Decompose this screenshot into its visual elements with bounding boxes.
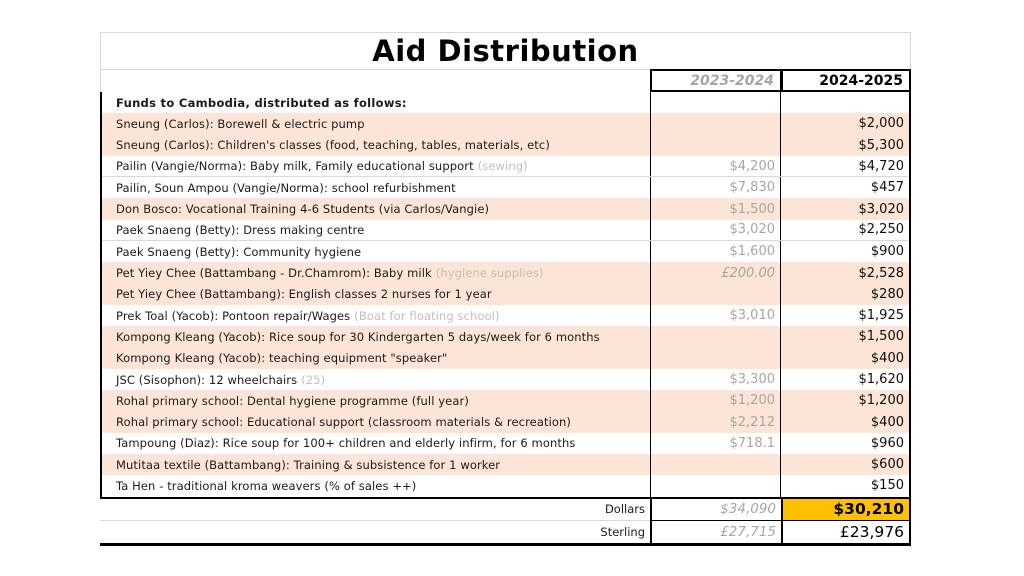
table-row: Funds to Cambodia, distributed as follow…	[102, 92, 909, 114]
value-2023-2024	[650, 92, 780, 114]
table-row: Kompong Kleang (Yacob): Rice soup for 30…	[102, 326, 909, 348]
value-2024-2025: $280	[780, 283, 909, 305]
row-description: Sneung (Carlos): Borewell & electric pum…	[116, 116, 365, 131]
table-row: Pailin, Soun Ampou (Vangie/Norma): schoo…	[102, 177, 909, 199]
value-2024-2025: $400	[780, 347, 909, 369]
totals-label-sterling: Sterling	[600, 524, 645, 539]
row-description: Kompong Kleang (Yacob): Rice soup for 30…	[116, 329, 600, 344]
value-2024-2025: $960	[780, 432, 909, 455]
totals-label-dollars: Dollars	[100, 499, 650, 521]
value-2024-2025: $3,020	[780, 198, 909, 220]
value-2023-2024	[650, 326, 780, 348]
value-2023-2024: $7,830	[650, 177, 780, 199]
row-description: Ta Hen - traditional kroma weavers (% of…	[116, 478, 417, 493]
value-2023-2024	[650, 113, 780, 135]
value-2024-2025: $150	[780, 475, 909, 497]
table-row: Ta Hen - traditional kroma weavers (% of…	[102, 475, 909, 497]
row-description: Pet Yiey Chee (Battambang): English clas…	[116, 287, 492, 302]
value-2024-2025: $1,200	[780, 390, 909, 412]
value-2024-2025: $600	[780, 454, 909, 476]
table-row: Pet Yiey Chee (Battambang - Dr.Chamrom):…	[102, 262, 909, 284]
value-2023-2024: $1,500	[650, 198, 780, 220]
value-2023-2024: $718.1	[650, 432, 780, 455]
row-description: Prek Toal (Yacob): Pontoon repair/Wages(…	[116, 308, 500, 323]
value-2024-2025: $2,000	[780, 113, 909, 135]
value-2024-2025: $400	[780, 411, 909, 433]
table-row: Don Bosco: Vocational Training 4-6 Stude…	[102, 198, 909, 220]
value-2024-2025: $1,925	[780, 304, 909, 327]
row-description: Kompong Kleang (Yacob): teaching equipme…	[116, 351, 448, 366]
row-note: (sewing)	[477, 159, 528, 174]
table-row: Mutitaa textile (Battambang): Training &…	[102, 454, 909, 476]
table-row: Paek Snaeng (Betty): Community hygiene $1…	[102, 241, 909, 263]
value-2023-2024: $3,010	[650, 304, 780, 327]
value-2023-2024: $2,212	[650, 411, 780, 433]
table-row: Kompong Kleang (Yacob): teaching equipme…	[102, 347, 909, 369]
value-2024-2025: $457	[780, 177, 909, 199]
totals-section: Dollars $34,090 $30,210 Sterling £27,715…	[100, 498, 911, 546]
row-description: Tampoung (Diaz): Rice soup for 100+ chil…	[116, 436, 576, 451]
row-note: (hygiene supplies)	[435, 266, 544, 281]
row-description: Paek Snaeng (Betty): Dress making centre	[116, 222, 365, 237]
row-description: Paek Snaeng (Betty): Community hygiene	[116, 244, 362, 259]
row-description: JSC (Sisophon): 12 wheelchairs (25)	[116, 372, 326, 387]
table-row: Paek Snaeng (Betty): Dress making centre…	[102, 219, 909, 242]
row-description: Mutitaa textile (Battambang): Training &…	[116, 457, 501, 472]
row-note: (25)	[301, 372, 326, 387]
totals-row-dollars: Dollars $34,090 $30,210	[100, 498, 911, 521]
table-row: Rohal primary school: Dental hygiene pro…	[102, 390, 909, 412]
dollars-total-2024-2025: $30,210	[781, 498, 911, 521]
header-spacer	[100, 69, 650, 92]
value-2023-2024: $1,600	[650, 241, 780, 263]
row-note: (Boat for floating school)	[354, 308, 500, 323]
value-2024-2025: $2,528	[780, 262, 909, 284]
column-header-row: 2023-2024 2024-2025	[100, 69, 911, 92]
row-description: Pailin, Soun Ampou (Vangie/Norma): schoo…	[116, 180, 456, 195]
table-row: Sneung (Carlos): Children's classes (foo…	[102, 134, 909, 156]
value-2024-2025: $4,720	[780, 155, 909, 177]
table-row: Pailin (Vangie/Norma): Baby milk, Family…	[102, 155, 909, 178]
aid-distribution-table: Aid Distribution 2023-2024 2024-2025 Fun…	[100, 32, 911, 546]
value-2023-2024: $3,020	[650, 219, 780, 241]
value-2024-2025: $1,500	[780, 326, 909, 348]
column-header-2023-2024: 2023-2024	[650, 69, 781, 92]
table-row: Rohal primary school: Educational suppor…	[102, 411, 909, 433]
table-body: Funds to Cambodia, distributed as follow…	[100, 92, 911, 499]
value-2023-2024	[650, 347, 780, 369]
row-description: Rohal primary school: Educational suppor…	[116, 415, 572, 430]
table-row: Sneung (Carlos): Borewell & electric pum…	[102, 113, 909, 135]
value-2023-2024: £200.00	[650, 262, 780, 284]
value-2024-2025: $5,300	[780, 134, 909, 156]
dollars-total-2023-2024: $34,090	[650, 498, 781, 521]
sterling-total-2023-2024: £27,715	[650, 520, 781, 543]
value-2023-2024: $1,200	[650, 390, 780, 412]
value-2024-2025: $2,250	[780, 219, 909, 241]
table-row: Tampoung (Diaz): Rice soup for 100+ chil…	[102, 432, 909, 455]
title-row: Aid Distribution	[100, 32, 911, 69]
value-2023-2024	[650, 134, 780, 156]
sterling-total-2024-2025: £23,976	[781, 520, 911, 543]
totals-row-sterling: Sterling £27,715 £23,976	[100, 520, 911, 543]
row-description: Pet Yiey Chee (Battambang - Dr.Chamrom):…	[116, 266, 544, 281]
value-2024-2025: $900	[780, 241, 909, 263]
value-2023-2024: $3,300	[650, 368, 780, 391]
value-2023-2024	[650, 475, 780, 497]
row-description: Pailin (Vangie/Norma): Baby milk, Family…	[116, 159, 528, 174]
table-row: Prek Toal (Yacob): Pontoon repair/Wages(…	[102, 304, 909, 327]
value-2023-2024	[650, 454, 780, 476]
row-description: Sneung (Carlos): Children's classes (foo…	[116, 138, 550, 153]
row-description: Rohal primary school: Dental hygiene pro…	[116, 393, 469, 408]
table-row: Pet Yiey Chee (Battambang): English clas…	[102, 283, 909, 305]
value-2024-2025: $1,620	[780, 368, 909, 391]
table-row: JSC (Sisophon): 12 wheelchairs (25) $3,300…	[102, 368, 909, 391]
value-2024-2025	[780, 92, 909, 114]
row-description: Funds to Cambodia, distributed as follow…	[116, 95, 407, 110]
value-2023-2024: $4,200	[650, 155, 780, 177]
page-title: Aid Distribution	[372, 34, 639, 68]
column-header-2024-2025: 2024-2025	[781, 69, 911, 92]
row-description: Don Bosco: Vocational Training 4-6 Stude…	[116, 202, 490, 217]
value-2023-2024	[650, 283, 780, 305]
